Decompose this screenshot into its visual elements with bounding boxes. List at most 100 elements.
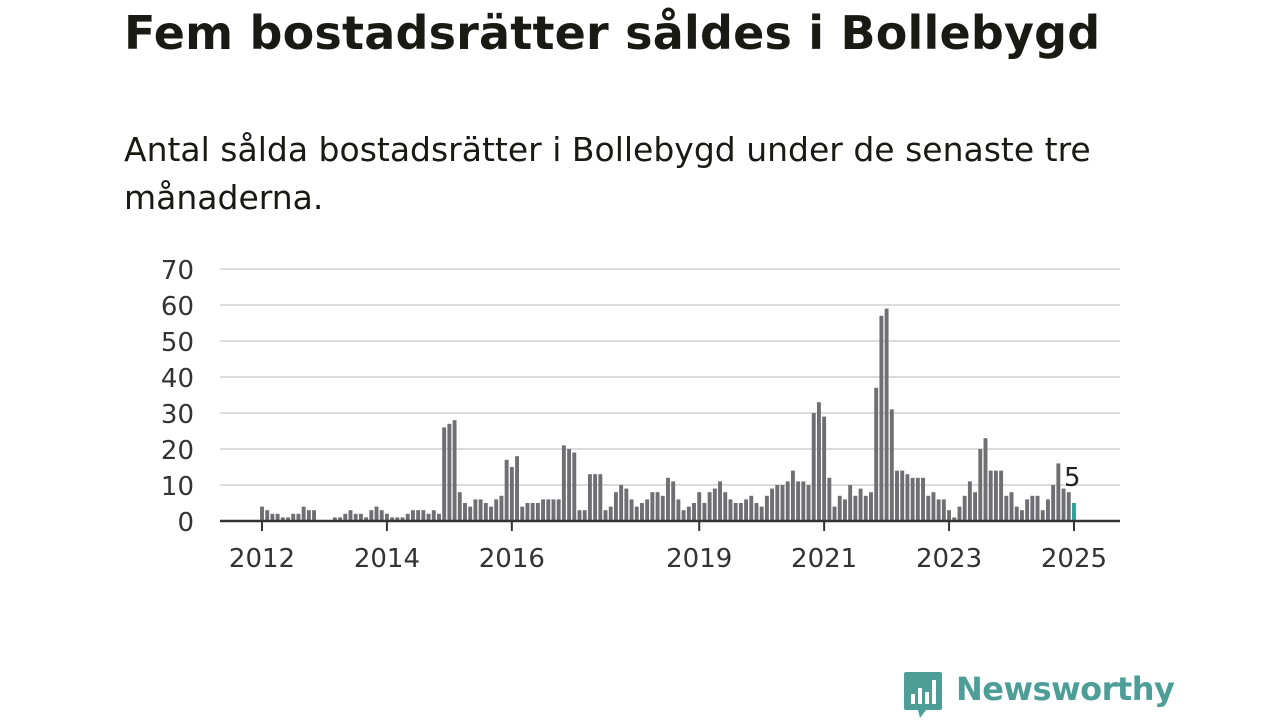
bar <box>770 488 775 521</box>
y-tick-label: 40 <box>161 364 194 394</box>
x-tick-label: 2021 <box>791 544 857 574</box>
bar <box>759 506 764 521</box>
bar <box>603 510 608 521</box>
bar <box>697 492 702 521</box>
bar <box>530 503 535 521</box>
bar <box>260 506 264 521</box>
y-tick-label: 70 <box>161 256 194 286</box>
bar <box>343 513 348 521</box>
bar <box>447 423 452 521</box>
bar <box>421 510 426 521</box>
bar <box>775 485 780 521</box>
bar <box>457 492 462 521</box>
bar <box>280 517 285 521</box>
bar <box>624 488 629 521</box>
bar <box>863 495 868 521</box>
bar <box>1030 495 1035 521</box>
bar <box>306 510 311 521</box>
bar <box>666 477 670 521</box>
bar <box>546 499 551 521</box>
chart-subtitle: Antal sålda bostadsrätter i Bollebygd un… <box>124 130 1091 217</box>
bar <box>686 506 691 521</box>
bar <box>660 495 665 521</box>
bar <box>910 477 915 521</box>
bar <box>645 499 650 521</box>
bar <box>921 477 925 521</box>
y-tick-label: 30 <box>161 400 194 430</box>
bar <box>858 488 863 521</box>
bar <box>384 513 389 521</box>
bar <box>993 470 998 521</box>
bar <box>983 438 988 521</box>
bar <box>796 481 801 521</box>
bar <box>410 510 415 521</box>
newsworthy-logo[interactable]: Newsworthy <box>902 670 1175 720</box>
bar <box>463 503 467 521</box>
bar <box>520 506 525 521</box>
x-axis-ticks <box>261 521 1075 531</box>
bar <box>973 492 978 521</box>
bar <box>869 492 873 521</box>
bar <box>952 517 957 521</box>
bar <box>905 474 910 521</box>
bar <box>483 503 488 521</box>
bar <box>988 470 993 521</box>
bar <box>509 467 514 521</box>
bar <box>827 477 832 521</box>
bar <box>707 492 712 521</box>
bar <box>291 513 296 521</box>
x-tick-label: 2016 <box>479 544 545 574</box>
bar <box>728 499 733 521</box>
y-tick-label: 0 <box>177 508 194 538</box>
bar <box>712 488 717 521</box>
bar <box>718 481 722 521</box>
last-value-label: 5 <box>1064 463 1081 493</box>
bar <box>561 445 566 521</box>
bar <box>593 474 598 521</box>
bar <box>431 510 436 521</box>
bar <box>1019 510 1024 521</box>
x-tick-label: 2025 <box>1041 544 1107 574</box>
bar <box>733 503 738 521</box>
bar <box>900 470 905 521</box>
bar <box>369 510 374 521</box>
bar <box>879 315 884 521</box>
chart-title: Fem bostadsrätter såldes i Bollebygd <box>124 6 1101 60</box>
bar <box>681 510 686 521</box>
bar <box>400 517 405 521</box>
bar <box>535 503 540 521</box>
bar <box>296 513 301 521</box>
bar <box>489 506 493 521</box>
bar <box>738 503 743 521</box>
bar <box>780 485 785 521</box>
brand-name: Newsworthy <box>956 670 1175 708</box>
bar <box>619 485 624 521</box>
bar <box>754 503 759 521</box>
bar <box>764 495 769 521</box>
bar <box>816 402 821 521</box>
bar <box>332 517 337 521</box>
bar <box>499 495 504 521</box>
bar <box>598 474 603 521</box>
bar <box>452 420 457 521</box>
bar <box>556 499 561 521</box>
bar <box>1066 492 1071 521</box>
bar <box>353 513 358 521</box>
bar <box>1025 499 1030 521</box>
bar <box>265 510 270 521</box>
bar <box>962 495 967 521</box>
bar <box>634 506 639 521</box>
bar <box>1051 485 1056 521</box>
bar <box>629 499 634 521</box>
bar <box>895 470 899 521</box>
bar <box>478 499 483 521</box>
y-tick-label: 50 <box>161 328 194 358</box>
bar <box>437 513 441 521</box>
bar <box>837 495 842 521</box>
bar <box>744 499 749 521</box>
bar <box>723 492 728 521</box>
bar <box>358 513 363 521</box>
bar <box>1061 488 1066 521</box>
bar <box>692 503 696 521</box>
bar <box>1056 463 1061 521</box>
